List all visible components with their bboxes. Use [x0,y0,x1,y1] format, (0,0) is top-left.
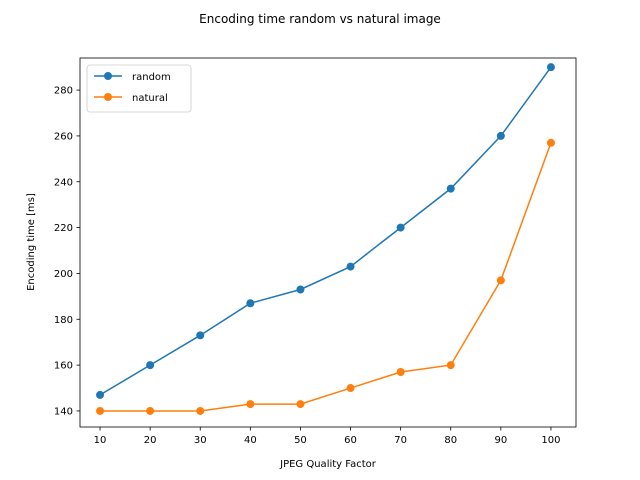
y-tick-label: 240 [54,177,73,188]
data-point-natural [546,138,555,147]
y-tick-label: 140 [54,406,73,417]
data-point-natural [396,367,405,376]
x-tick-label: 20 [144,435,157,446]
data-point-random [496,131,505,140]
x-tick-label: 90 [494,435,507,446]
data-point-random [146,361,155,370]
data-point-random [346,262,355,271]
y-axis-label: Encoding time [ms] [26,193,37,291]
legend-marker-natural [104,93,112,101]
series-line-random [99,66,552,396]
data-point-random [446,184,455,193]
data-point-natural [496,276,505,285]
data-point-natural [446,361,455,370]
x-axis-label: JPEG Quality Factor [279,459,377,470]
series-line-natural [100,142,552,412]
data-point-random [546,63,555,72]
data-point-random [296,285,305,294]
y-tick-label: 220 [54,223,73,234]
x-tick-label: 40 [244,435,257,446]
x-tick-label: 60 [344,435,357,446]
data-point-random [196,331,205,340]
x-tick-label: 30 [194,435,207,446]
data-point-natural [96,406,105,415]
data-point-random [396,223,405,232]
legend-label-natural: natural [132,93,168,104]
data-point-natural [146,406,155,415]
x-tick-label: 50 [294,435,307,446]
x-tick-label: 70 [394,435,407,446]
y-tick-label: 180 [54,315,73,326]
x-tick-label: 80 [444,435,457,446]
y-tick-label: 160 [54,361,73,372]
series-layer [96,63,555,415]
x-axis: 10 20 30 40 50 60 70 80 90 100 [94,427,560,446]
y-tick-label: 200 [54,269,73,280]
chart-title: Encoding time random vs natural image [199,12,441,26]
data-point-natural [296,400,305,409]
legend-label-random: random [132,72,171,83]
x-tick-label: 100 [541,435,560,446]
y-axis: 140 160 180 200 220 240 260 280 [54,86,80,417]
y-tick-label: 260 [54,131,73,142]
data-point-natural [196,406,205,415]
x-tick-label: 10 [94,435,107,446]
data-point-natural [246,400,255,409]
data-point-random [246,299,255,308]
data-point-random [96,390,105,399]
legend-marker-random [104,72,112,80]
legend: random natural [86,64,192,113]
plot-frame [79,57,577,428]
y-tick-label: 280 [54,86,73,97]
data-point-natural [346,384,355,393]
